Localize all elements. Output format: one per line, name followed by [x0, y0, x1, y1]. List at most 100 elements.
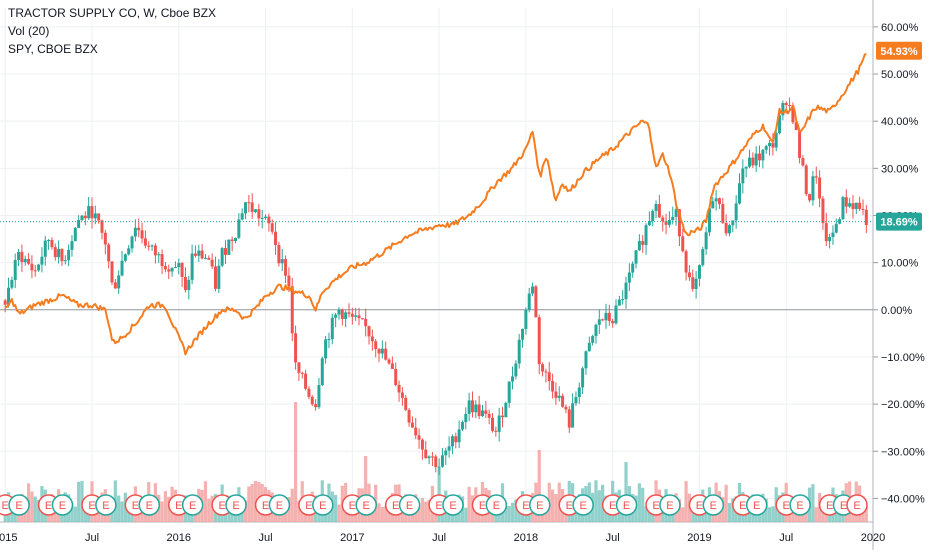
earnings-marker-label: E [406, 500, 413, 512]
candle-body [460, 422, 464, 430]
volume-bar [243, 500, 248, 522]
candle-body [327, 339, 331, 341]
candle-body [654, 203, 658, 212]
candle-body [864, 209, 868, 225]
earnings-marker-label: E [319, 500, 326, 512]
volume-bar [334, 494, 338, 522]
candle-body [50, 239, 54, 248]
candle-body [454, 436, 458, 443]
candle-body [430, 456, 434, 458]
candle-body [627, 272, 631, 283]
volume-bar [624, 462, 628, 522]
candle-body [661, 217, 665, 222]
volume-bar [731, 498, 735, 522]
candle-body [714, 198, 718, 202]
candle-body [597, 319, 601, 325]
candle-body [624, 282, 628, 300]
candle-body [287, 275, 291, 287]
candle-body [631, 263, 635, 273]
earnings-marker [442, 494, 464, 516]
candle-body [450, 436, 454, 447]
earnings-marker [268, 494, 291, 516]
candle-body [280, 259, 284, 264]
candle-body [264, 216, 268, 218]
candle-body [564, 406, 568, 410]
volume-bar [681, 507, 685, 522]
earnings-marker-label: E [652, 500, 659, 512]
candle-body [83, 215, 87, 219]
candle-body [203, 257, 207, 259]
volume-bar [864, 505, 868, 522]
candle-body [3, 300, 7, 305]
candle-body [537, 317, 541, 365]
earnings-marker-label: E [276, 500, 283, 512]
earnings-marker [8, 494, 30, 516]
candle-body [163, 266, 167, 270]
candle-body [778, 115, 782, 134]
earnings-marker-label: E [175, 500, 182, 512]
candle-body [584, 351, 588, 369]
candle-body [434, 456, 438, 468]
candle-body [647, 221, 651, 226]
earnings-marker-label: E [59, 500, 66, 512]
candle-body [130, 236, 134, 249]
spy-line [5, 53, 867, 356]
earnings-marker-label: E [349, 500, 356, 512]
volume-bar [293, 402, 298, 522]
candle-body [410, 422, 414, 428]
x-tick-label: 2015 [0, 532, 17, 544]
candle-body [637, 241, 641, 251]
candle-body [737, 183, 741, 204]
candle-body [300, 372, 304, 374]
candle-body [7, 287, 11, 305]
volume-bar [550, 489, 555, 522]
earnings-marker [138, 494, 161, 516]
candle-body [788, 105, 792, 107]
volume-bar [510, 502, 515, 522]
earnings-marker-label: E [696, 500, 703, 512]
candle-body [120, 260, 124, 276]
candle-body [87, 206, 91, 219]
candle-body [551, 381, 555, 392]
earnings-marker-label: E [102, 500, 109, 512]
candle-body [567, 409, 571, 428]
legend-symbol[interactable]: TRACTOR SUPPLY CO, W, Cboe BZX [8, 6, 217, 20]
volume-bar [594, 480, 598, 522]
volume-bar [167, 496, 171, 522]
volume-bar [811, 484, 815, 522]
volume-bar [290, 488, 294, 522]
candle-body [140, 230, 144, 239]
candle-body [861, 208, 865, 210]
candle-body [17, 251, 21, 261]
candle-body [240, 213, 244, 220]
candle-body [674, 209, 678, 217]
x-tick-label: 2018 [514, 532, 538, 544]
earnings-marker [95, 494, 117, 516]
legend-volume[interactable]: Vol (20) [8, 24, 50, 38]
candle-body [30, 263, 34, 271]
candle-body [621, 299, 625, 301]
volume-bar [70, 503, 74, 522]
earnings-marker-label: E [826, 500, 833, 512]
tsco-last-badge [876, 212, 922, 231]
earnings-marker-label: E [522, 500, 529, 512]
candle-body [320, 358, 324, 386]
candle-body [380, 348, 384, 354]
earnings-marker-label: E [15, 500, 22, 512]
legend-compare[interactable]: SPY, CBOE BZX [8, 42, 98, 56]
earnings-marker-label: E [363, 500, 370, 512]
x-tick-label: 2019 [687, 532, 711, 544]
candle-body [354, 315, 358, 317]
earnings-marker-label: E [479, 500, 486, 512]
candle-body [447, 446, 451, 451]
candle-body [93, 213, 97, 219]
candle-body [77, 220, 81, 228]
earnings-marker-label: E [435, 500, 442, 512]
candle-body [784, 102, 788, 106]
candle-body [364, 318, 368, 327]
y-tick-label: −30.00% [881, 446, 925, 458]
candle-body [260, 217, 264, 219]
candle-body [200, 250, 204, 259]
earnings-marker [51, 494, 74, 516]
candle-body [601, 319, 605, 321]
